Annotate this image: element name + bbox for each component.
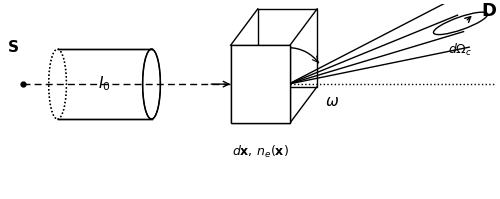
- Text: $d\Omega_c$: $d\Omega_c$: [448, 42, 472, 58]
- Polygon shape: [230, 45, 290, 123]
- Polygon shape: [58, 49, 152, 119]
- Text: S: S: [8, 40, 18, 55]
- Text: $I_0$: $I_0$: [98, 75, 111, 94]
- Text: $d\mathbf{x},\, n_e(\mathbf{x})$: $d\mathbf{x},\, n_e(\mathbf{x})$: [232, 144, 288, 160]
- Polygon shape: [230, 45, 290, 123]
- Text: D: D: [482, 2, 496, 20]
- Text: $\omega$: $\omega$: [325, 94, 339, 109]
